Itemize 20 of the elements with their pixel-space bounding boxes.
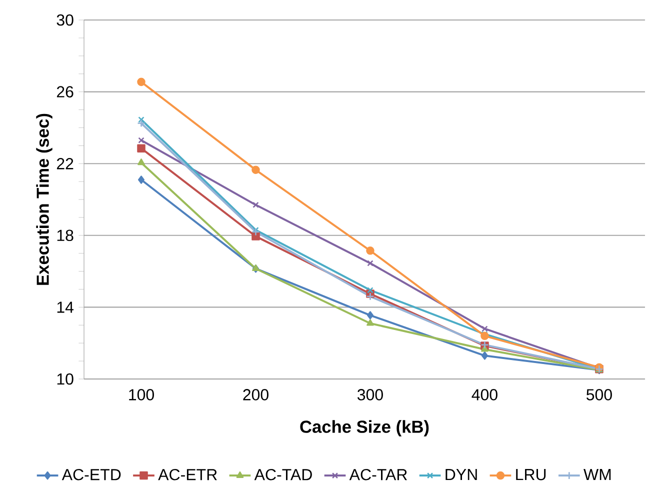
y-tick-label: 14: [57, 302, 74, 313]
legend-label: WM: [584, 469, 611, 480]
x-tick-label: 500: [586, 389, 612, 400]
y-axis-title: Execution Time (sec): [36, 114, 52, 285]
x-tick-label: 100: [129, 389, 154, 400]
legend-label: AC-TAR: [349, 468, 407, 480]
legend-label: DYN: [446, 469, 477, 480]
legend-label: AC-ETD: [62, 468, 121, 480]
x-tick-label: 400: [472, 389, 498, 400]
y-tick-label: 26: [56, 86, 74, 98]
y-tick-label: 30: [56, 14, 74, 26]
y-tick-label: 10: [57, 373, 74, 385]
x-tick-label: 200: [243, 389, 268, 400]
x-tick-label: 300: [357, 389, 383, 400]
y-tick-label: 22: [56, 158, 74, 170]
y-tick-label: 18: [57, 230, 74, 242]
legend-label: LRU: [516, 469, 546, 480]
x-axis-title: Cache Size (kB): [300, 420, 429, 436]
legend-label: AC-TAD: [254, 468, 312, 480]
legend-label: AC-ETR: [158, 468, 217, 480]
